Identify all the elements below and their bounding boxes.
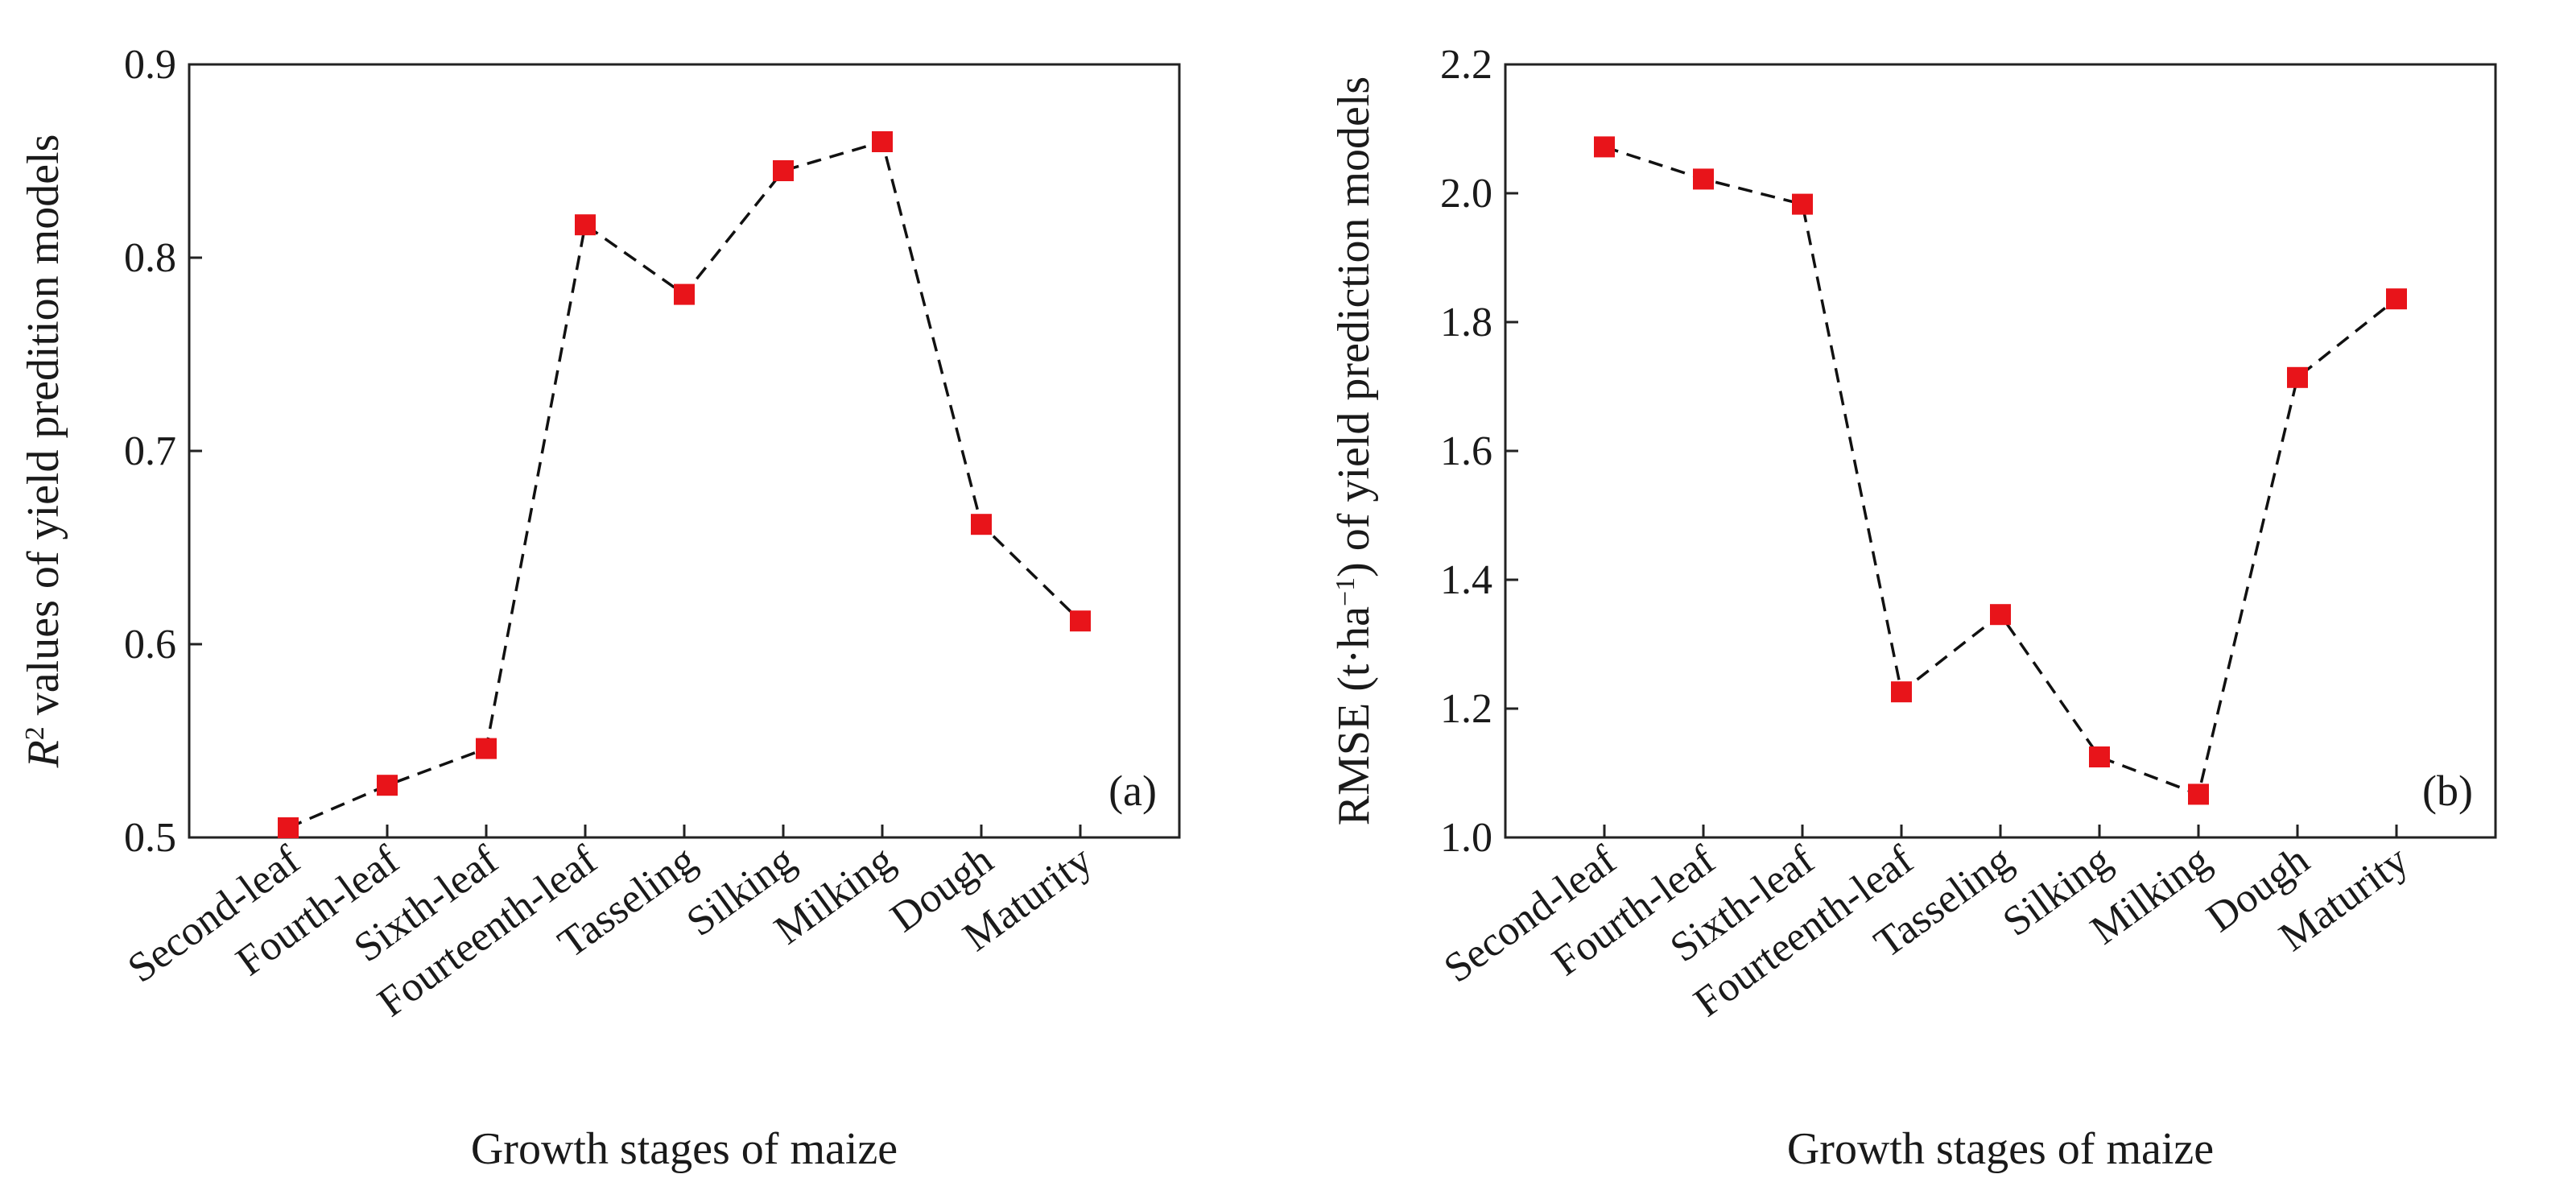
data-point-a [575, 214, 596, 236]
data-point-b [1693, 168, 1714, 190]
y-tick-label-a: 0.9 [124, 42, 176, 88]
data-point-a [476, 738, 497, 759]
y-axis-label-b-prefix: RMSE (t·ha [1329, 606, 1379, 825]
y-axis-label-a-prefix: R [19, 740, 68, 768]
series-line-a [287, 139, 1082, 829]
x-ticks-a: Second-leafFourth-leafSixth-leafFourteen… [120, 825, 1100, 1026]
y-ticks-a: 0.5 0.6 0.7 0.8 0.9 [124, 42, 202, 861]
x-axis-label-b: Growth stages of maize [1787, 1124, 2214, 1174]
x-axis-label-a: Growth stages of maize [471, 1124, 898, 1174]
y-ticks-b: 1.0 1.2 1.4 1.6 1.8 2.0 2.2 [1440, 42, 1518, 861]
y-axis-label-a-sup: 2 [20, 726, 50, 740]
data-point-a [872, 131, 893, 152]
y-tick-label-b: 1.8 [1440, 300, 1492, 345]
data-point-a [773, 160, 794, 181]
chart-panel-b: 1.0 1.2 1.4 1.6 1.8 2.0 2.2 Second-leafFourth-… [1329, 42, 2497, 1174]
y-axis-label-b: RMSE (t·ha−1) of yield prediction models [1329, 76, 1379, 825]
data-point-a [377, 775, 398, 796]
y-axis-label-a-suffix: values of yield predition models [19, 134, 68, 727]
data-point-b [2188, 783, 2209, 805]
data-point-b [1891, 681, 1912, 703]
data-points-b [1594, 136, 2407, 805]
series-line-b [1604, 145, 2398, 796]
plot-frame-b [1504, 63, 2497, 839]
panel-label-b: (b) [2422, 767, 2473, 815]
y-tick-label-a: 0.7 [124, 428, 176, 474]
y-tick-label-b: 1.6 [1440, 428, 1492, 474]
data-point-b [1990, 604, 2011, 626]
data-point-a [674, 283, 695, 305]
data-point-a [1070, 610, 1091, 632]
chart-panel-a: 0.5 0.6 0.7 0.8 0.9 Second-leafFourth-leafSi… [19, 42, 1181, 1174]
y-tick-label-a: 0.6 [124, 622, 176, 668]
data-point-b [2386, 288, 2407, 310]
data-point-a [278, 817, 299, 838]
y-tick-label-a: 0.8 [124, 235, 176, 281]
y-tick-label-b: 1.2 [1440, 686, 1492, 732]
panel-label-a: (a) [1108, 767, 1157, 815]
x-ticks-b: Second-leafFourth-leafSixth-leafFourteen… [1436, 825, 2417, 1026]
y-tick-label-b: 1.4 [1440, 557, 1492, 603]
data-point-b [2089, 746, 2110, 767]
data-points-a [278, 131, 1091, 838]
plot-frame-a [188, 63, 1181, 839]
data-point-b [2287, 366, 2308, 388]
y-tick-label-a: 0.5 [124, 815, 176, 861]
y-axis-label-b-sup: −1 [1331, 577, 1360, 606]
y-axis-label-b-suffix: ) of yield prediction models [1329, 76, 1379, 577]
data-point-b [1792, 193, 1813, 215]
y-tick-label-b: 2.0 [1440, 171, 1492, 217]
data-point-a [971, 514, 992, 535]
data-point-b [1594, 136, 1615, 158]
y-tick-label-b: 2.2 [1440, 42, 1492, 88]
y-axis-label-a: R2 values of yield predition models [19, 134, 68, 769]
y-tick-label-b: 1.0 [1440, 815, 1492, 861]
